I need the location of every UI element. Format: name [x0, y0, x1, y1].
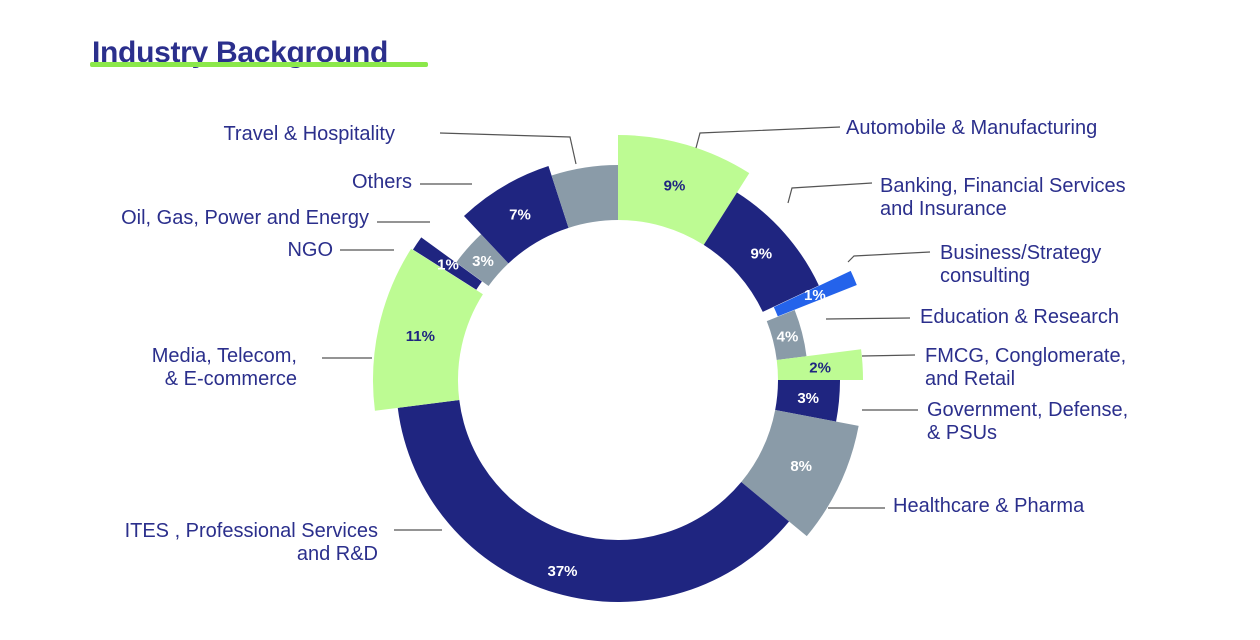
slice-5: [775, 380, 840, 422]
category-label-4: FMCG, Conglomerate, and Retail: [925, 345, 1126, 390]
slice-11: [463, 166, 569, 264]
category-label-3: Education & Research: [920, 306, 1119, 328]
category-labels: Automobile & Manufacturing Banking, Finan…: [121, 117, 1128, 565]
category-label-7: ITES , Professional Services and R&D: [125, 520, 378, 565]
category-label-line: & PSUs: [927, 422, 997, 444]
category-label-line: NGO: [287, 239, 333, 261]
category-label-line: FMCG, Conglomerate,: [925, 345, 1126, 367]
category-label-line: Healthcare & Pharma: [893, 495, 1085, 517]
category-label-6: Healthcare & Pharma: [893, 495, 1085, 517]
slice-4: [776, 349, 863, 380]
category-label-line: and Insurance: [880, 198, 1007, 220]
category-label-10: Oil, Gas, Power and Energy: [121, 207, 369, 229]
category-label-line: Others: [352, 171, 412, 193]
category-label-line: and Retail: [925, 368, 1015, 390]
pct-label-4: 2%: [809, 359, 831, 376]
slice-12: [551, 165, 618, 228]
category-label-line: Banking, Financial Services: [880, 175, 1126, 197]
category-label-line: ITES , Professional Services: [125, 520, 378, 542]
leader-line-2: [847, 251, 931, 263]
leader-line-0: [695, 126, 841, 149]
pct-label-0: 9%: [664, 178, 686, 195]
percent-labels: 9% 9% 1% 4% 2% 3% 8% 37% 11% 1% 3% 7%: [406, 178, 831, 581]
slice-2: [773, 270, 857, 317]
pct-label-5: 3%: [797, 390, 819, 407]
category-label-0: Automobile & Manufacturing: [846, 117, 1097, 139]
category-label-line: and R&D: [297, 543, 378, 565]
pct-label-11: 7%: [509, 206, 531, 223]
leader-line-1: [787, 182, 873, 204]
category-label-line: Oil, Gas, Power and Energy: [121, 207, 369, 229]
pct-label-8: 11%: [406, 328, 435, 345]
category-label-5: Government, Defense, & PSUs: [927, 399, 1128, 444]
title-underline: [90, 62, 428, 67]
category-label-line: Automobile & Manufacturing: [846, 117, 1097, 139]
category-label-8: Media, Telecom, & E-commerce: [152, 345, 297, 390]
leader-line-4: [861, 354, 916, 357]
leader-line-12: [439, 132, 577, 165]
category-label-line: Media, Telecom,: [152, 345, 297, 367]
pct-label-6: 8%: [790, 458, 812, 475]
slice-9: [412, 237, 482, 290]
category-label-9: NGO: [287, 239, 333, 261]
category-label-line: Government, Defense,: [927, 399, 1128, 421]
category-label-line: Business/Strategy: [940, 242, 1101, 264]
pct-label-10: 3%: [472, 253, 494, 270]
slice-3: [766, 310, 807, 360]
leader-line-3: [825, 317, 911, 320]
pct-label-7: 37%: [547, 563, 577, 580]
slice-8: [372, 248, 483, 411]
pct-label-9: 1%: [437, 257, 459, 274]
donut-slices: [372, 135, 863, 602]
category-label-11: Others: [352, 171, 412, 193]
category-label-line: & E-commerce: [165, 368, 297, 390]
slice-7: [397, 400, 790, 602]
category-label-line: Travel & Hospitality: [223, 123, 395, 145]
slice-10: [456, 234, 509, 286]
slice-0: [618, 135, 750, 245]
category-label-2: Business/Strategy consulting: [940, 242, 1101, 287]
slice-6: [741, 409, 859, 537]
category-label-1: Banking, Financial Services and Insurance: [880, 175, 1126, 220]
category-label-line: Education & Research: [920, 306, 1119, 328]
pct-label-3: 4%: [777, 329, 799, 346]
pct-label-1: 9%: [750, 246, 772, 263]
category-label-12: Travel & Hospitality: [223, 123, 395, 145]
category-label-line: consulting: [940, 265, 1030, 287]
pct-label-2: 1%: [804, 287, 826, 304]
leader-lines: [322, 126, 931, 531]
slice-1: [703, 192, 819, 312]
